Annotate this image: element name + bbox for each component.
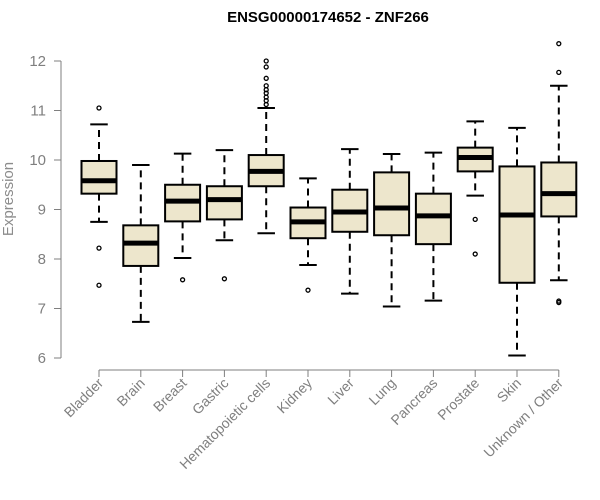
x-tick-label: Kidney — [274, 375, 316, 417]
outlier-point — [472, 216, 478, 223]
box-hematopoietic-cells — [247, 58, 285, 235]
x-tick-label: Brain — [113, 375, 147, 409]
y-tick-label: 6 — [38, 350, 46, 367]
outlier-point — [179, 277, 186, 283]
outlier-point — [263, 58, 269, 64]
box-bladder — [80, 105, 118, 288]
box-brain — [122, 163, 160, 323]
x-tick-label: Liver — [324, 375, 357, 408]
box-breast — [164, 152, 202, 283]
outlier-point — [263, 83, 269, 89]
outlier-point — [305, 287, 311, 293]
outlier-point — [96, 245, 102, 251]
box-gastric — [205, 149, 243, 282]
outlier-point — [556, 41, 562, 47]
iqr-box — [414, 192, 452, 246]
outlier-point — [263, 75, 269, 81]
outlier-point — [96, 105, 102, 111]
y-tick-label: 10 — [29, 152, 46, 169]
box-lung — [373, 153, 411, 308]
x-tick-label: Unknown / Other — [480, 375, 566, 461]
x-tick-label: Prostate — [434, 375, 482, 423]
x-tick-label: Lung — [365, 375, 398, 408]
y-tick-label: 7 — [38, 301, 46, 318]
iqr-box — [498, 165, 536, 284]
iqr-box — [540, 161, 578, 218]
x-tick-label: Bladder — [61, 375, 107, 421]
y-axis-label: Expression — [0, 162, 17, 236]
iqr-box — [205, 185, 243, 221]
outlier-point — [221, 276, 228, 282]
box-liver — [331, 148, 369, 295]
y-tick-label: 12 — [29, 53, 46, 70]
y-tick-label: 11 — [30, 103, 46, 120]
x-tick-label: Breast — [150, 375, 190, 415]
box-pancreas — [414, 151, 452, 302]
box-skin — [498, 126, 536, 357]
outlier-point — [556, 69, 562, 76]
iqr-box — [373, 171, 411, 237]
outlier-point — [96, 282, 102, 288]
y-axis: 6 7 8 9 10 11 12 — [29, 53, 62, 367]
x-tick-label: Skin — [494, 375, 525, 406]
box-series — [80, 41, 578, 357]
chart-title: ENSG00000174652 - ZNF266 — [227, 9, 429, 26]
outlier-point — [472, 251, 478, 257]
y-tick-label: 9 — [38, 202, 46, 219]
outlier-point — [556, 299, 562, 306]
iqr-box — [80, 159, 118, 195]
box-kidney — [289, 177, 327, 293]
y-tick-label: 8 — [38, 251, 46, 268]
box-prostate — [456, 120, 494, 257]
outlier-point — [263, 64, 269, 70]
box-unknown-other — [540, 41, 578, 306]
